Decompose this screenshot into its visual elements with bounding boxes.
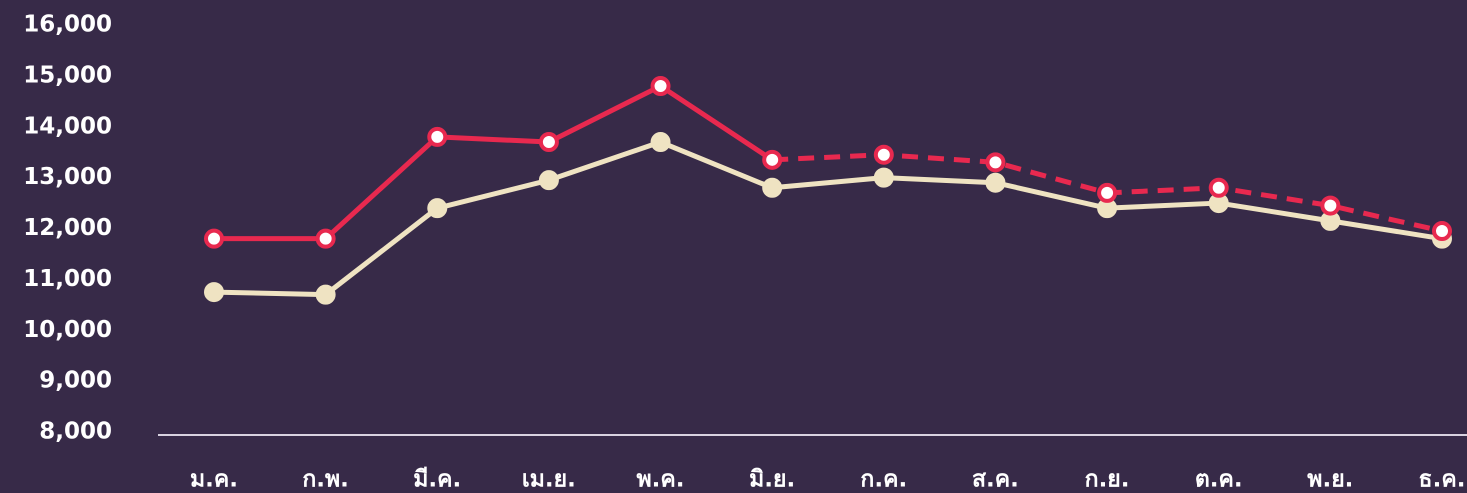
x-tick-label: ก.พ. [302, 467, 349, 493]
x-tick-label: พ.ค. [637, 467, 685, 493]
series-line [213, 139, 1443, 298]
y-tick-label: 10,000 [23, 317, 112, 343]
x-tick-label: ส.ค. [972, 467, 1019, 493]
y-tick-label: 8,000 [39, 419, 112, 445]
y-tick-label: 13,000 [23, 164, 112, 190]
y-tick-label: 15,000 [23, 62, 112, 88]
marker [985, 152, 1006, 173]
x-tick-label: ม.ค. [190, 467, 238, 493]
marker [538, 132, 559, 153]
y-tick-label: 14,000 [23, 113, 112, 139]
marker [1320, 195, 1341, 216]
marker [985, 172, 1006, 193]
x-tick-label: เม.ย. [522, 467, 576, 493]
marker [1097, 182, 1118, 203]
y-tick-label: 11,000 [23, 266, 112, 292]
marker [762, 177, 783, 198]
marker [1432, 221, 1452, 242]
marker [204, 228, 224, 249]
y-tick-label: 9,000 [39, 368, 112, 394]
x-tick-label: พ.ย. [1307, 467, 1353, 493]
x-tick-label: มี.ค. [413, 467, 461, 493]
marker [1208, 177, 1229, 198]
marker [873, 167, 894, 188]
series-line [214, 83, 774, 242]
marker [762, 149, 783, 170]
x-tick-label: ก.ย. [1085, 467, 1130, 493]
x-tick-label: ธ.ค. [1419, 467, 1466, 493]
x-tick-label: ต.ค. [1195, 467, 1243, 493]
marker [427, 126, 448, 147]
marker [427, 198, 448, 219]
marker [315, 284, 336, 305]
x-tick-label: ก.ค. [860, 467, 907, 493]
marker [538, 170, 559, 191]
marker [650, 76, 671, 97]
x-tick-label: มิ.ย. [749, 467, 795, 493]
y-tick-label: 16,000 [23, 12, 112, 38]
marker [873, 144, 894, 165]
y-tick-label: 12,000 [23, 215, 112, 241]
marker [315, 228, 336, 249]
marker [204, 282, 224, 303]
marker [650, 132, 671, 153]
